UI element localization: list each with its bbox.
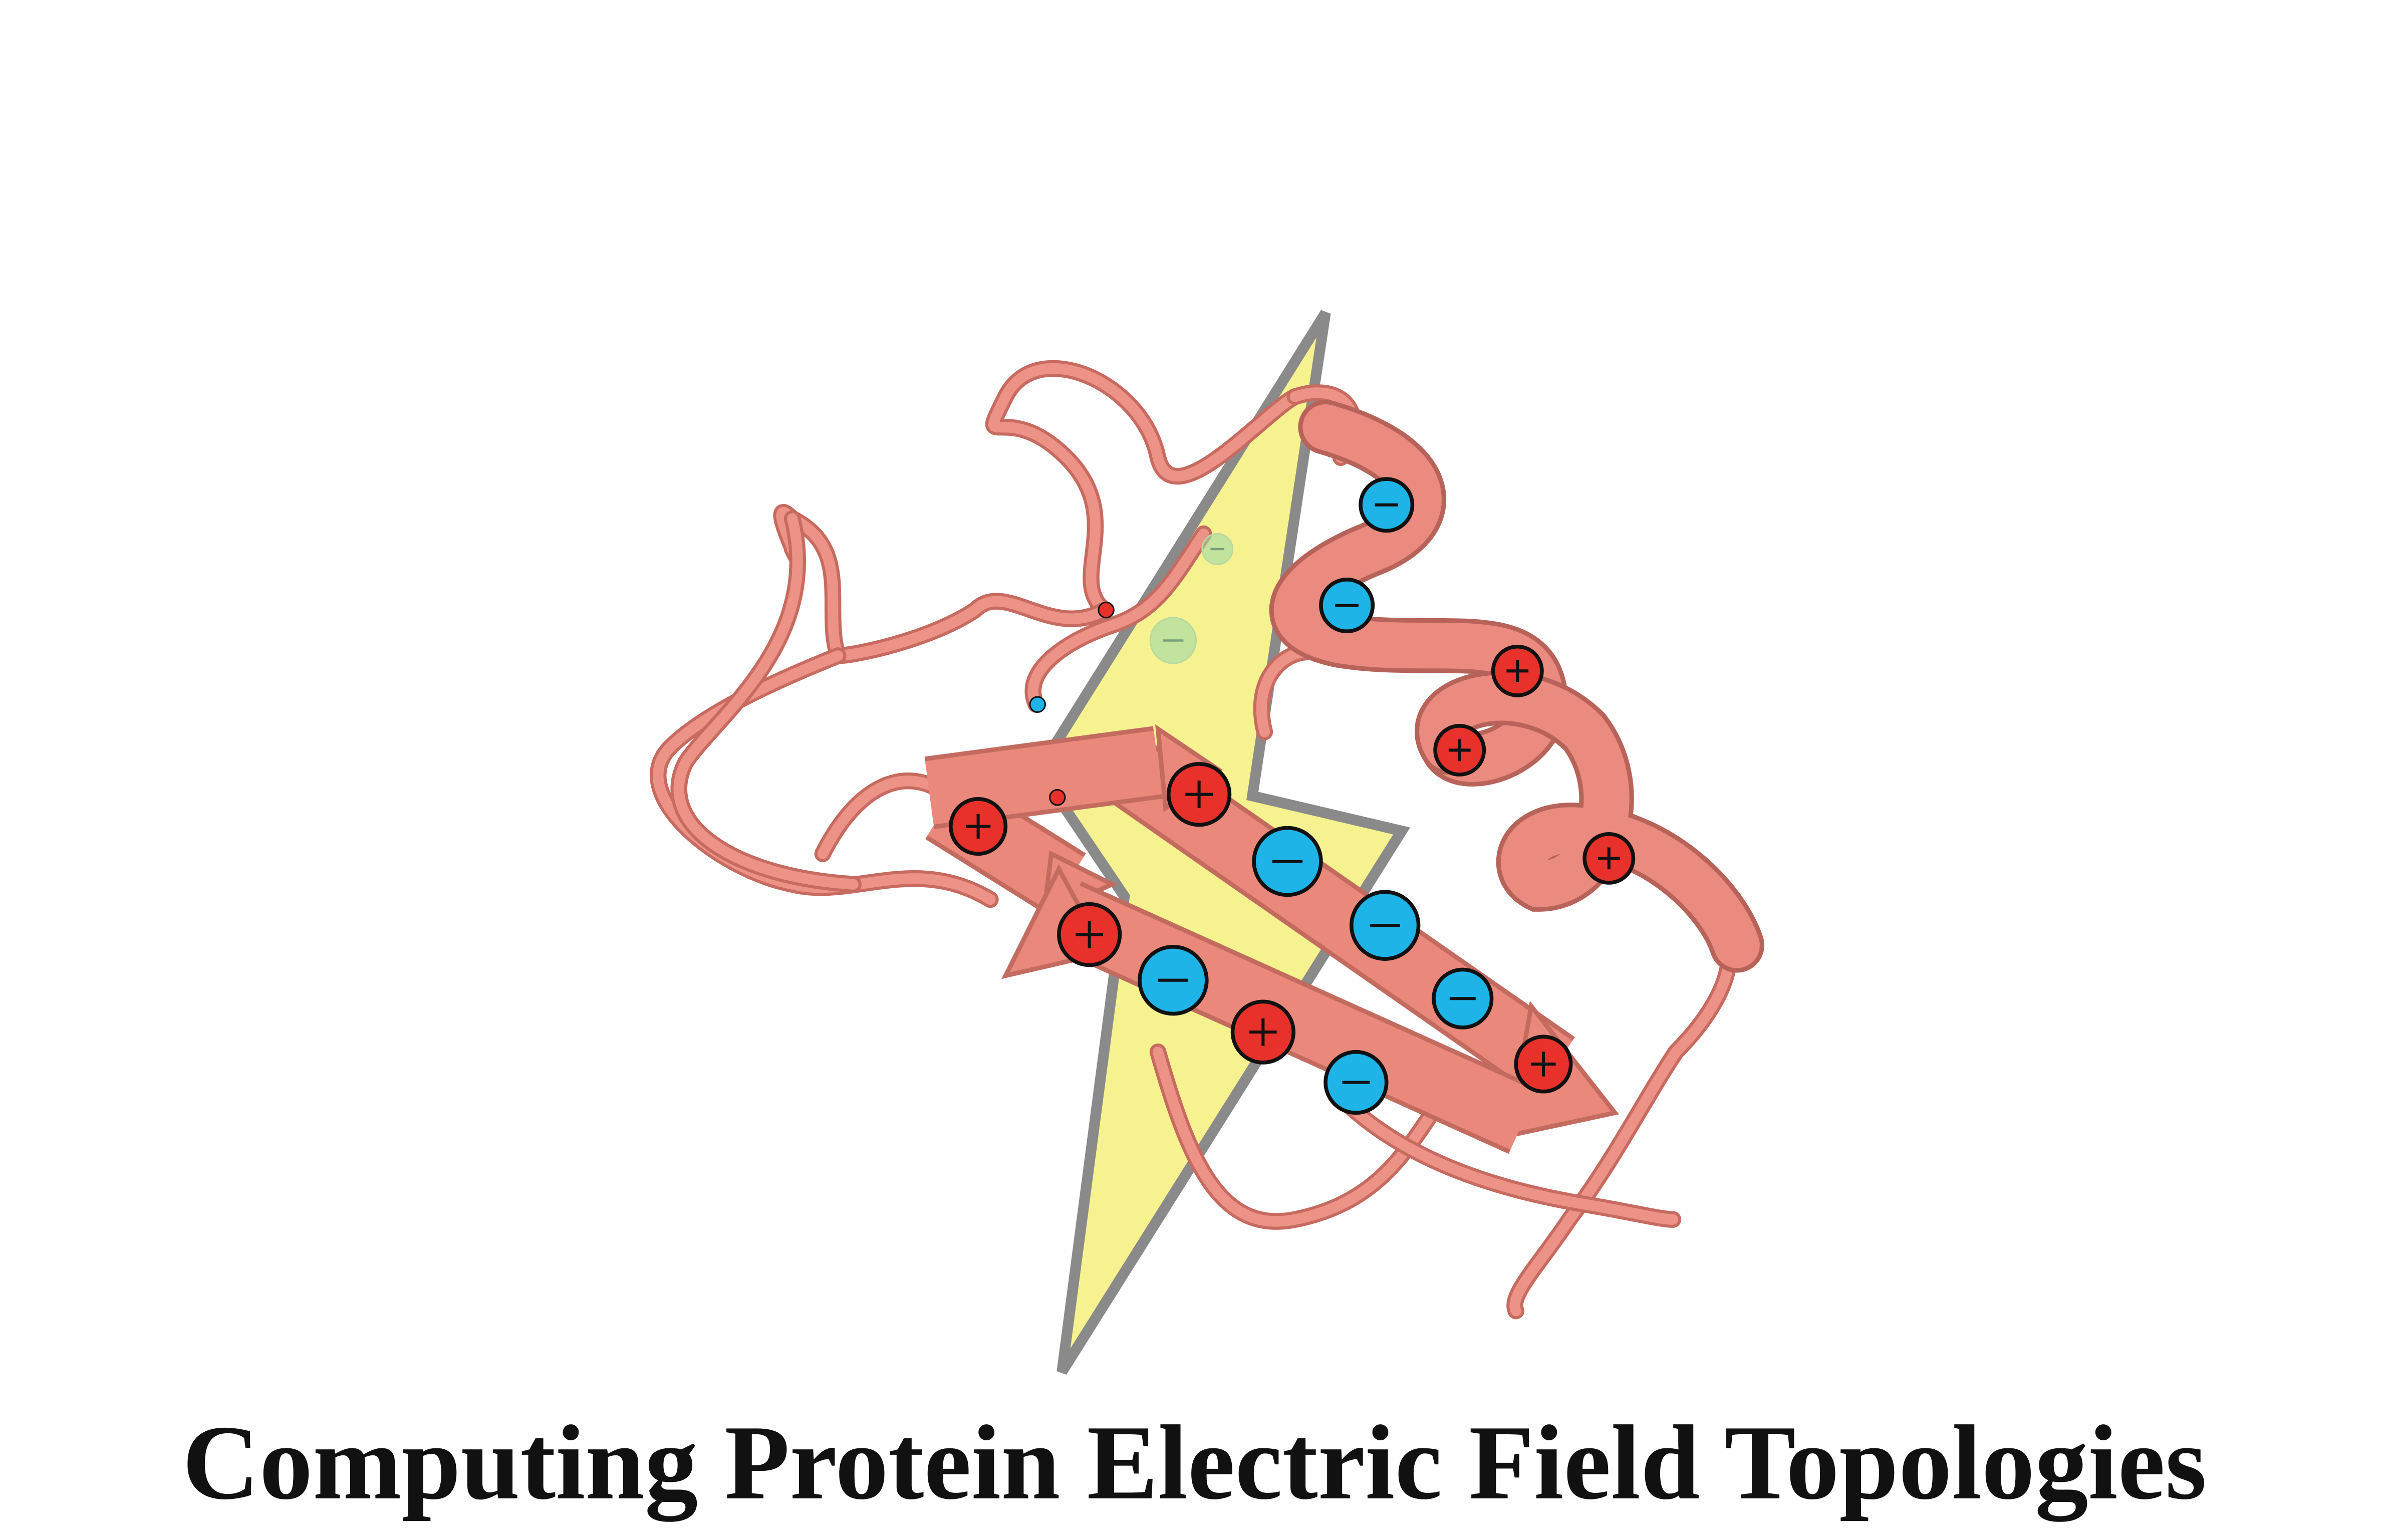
strand bbox=[925, 730, 1162, 825]
positive-charge bbox=[1049, 789, 1066, 806]
coil bbox=[1152, 1047, 1438, 1227]
strand bbox=[1053, 885, 1537, 1150]
coil bbox=[988, 363, 1300, 616]
coil bbox=[1027, 528, 1209, 710]
helix-ribbon bbox=[1419, 675, 1760, 968]
title: Computing Protein Electric Field Topolog… bbox=[182, 1404, 2207, 1522]
negative-charge bbox=[1029, 696, 1046, 713]
coil bbox=[1509, 909, 1735, 1317]
coil bbox=[817, 776, 950, 859]
protein-helix bbox=[1269, 399, 1765, 973]
positive-charge bbox=[1098, 601, 1115, 619]
coil bbox=[1335, 1092, 1679, 1225]
charges bbox=[949, 477, 1636, 1115]
coil bbox=[673, 513, 859, 890]
protein-coils bbox=[650, 360, 1738, 1320]
